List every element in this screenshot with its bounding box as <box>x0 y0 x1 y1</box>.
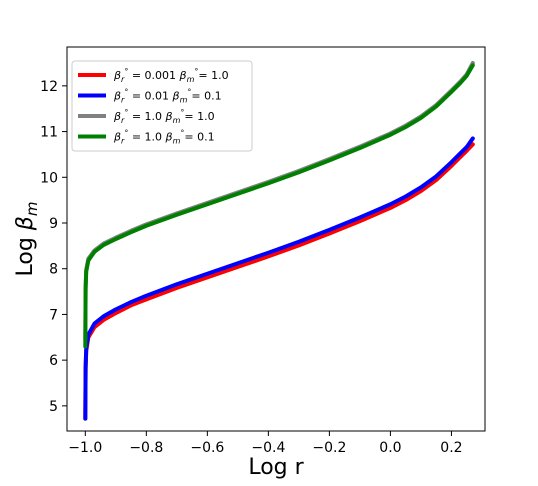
x-tick-label: −0.8 <box>129 440 163 456</box>
plot-lines <box>83 61 475 421</box>
y-axis: 5 6 7 8 9 10 11 12 <box>40 79 67 415</box>
y-tick-label: 8 <box>49 262 58 278</box>
y-tick-label: 5 <box>49 399 58 415</box>
series-line-4 <box>83 63 475 349</box>
legend-label-3: βr° = 1.0 βm°= 1.0 <box>113 108 215 125</box>
x-tick-label: −0.6 <box>190 440 224 456</box>
x-tick-label: 0.2 <box>440 440 462 456</box>
axes-frame <box>66 46 486 432</box>
series-line-2 <box>83 136 475 421</box>
legend-box <box>71 60 253 152</box>
x-tick-label: −0.4 <box>251 440 285 456</box>
y-tick-label: 7 <box>49 307 58 323</box>
x-tick-label: 0.0 <box>379 440 401 456</box>
legend-label-2: βr° = 0.01 βm°= 0.1 <box>113 88 222 105</box>
legend-label-1: βr° = 0.001 βm°= 1.0 <box>113 67 229 84</box>
x-tick-label: −1.0 <box>68 440 102 456</box>
legend: βr° = 0.001 βm°= 1.0 βr° = 0.01 βm°= 0.1 β… <box>71 60 253 152</box>
y-tick-label: 6 <box>49 353 58 369</box>
series-line-1 <box>83 142 475 421</box>
y-tick-label: 10 <box>40 170 58 186</box>
legend-label-4: βr° = 1.0 βm°= 0.1 <box>113 129 215 146</box>
y-tick-label: 9 <box>49 216 58 232</box>
y-tick-label: 11 <box>40 125 58 141</box>
x-axis: −1.0 −0.8 −0.6 −0.4 −0.2 0.0 0.2 <box>68 431 463 456</box>
x-tick-label: −0.2 <box>312 440 346 456</box>
x-axis-title: Log r <box>248 455 304 480</box>
y-axis-title: Log βm <box>13 202 41 277</box>
y-tick-label: 12 <box>40 79 58 95</box>
